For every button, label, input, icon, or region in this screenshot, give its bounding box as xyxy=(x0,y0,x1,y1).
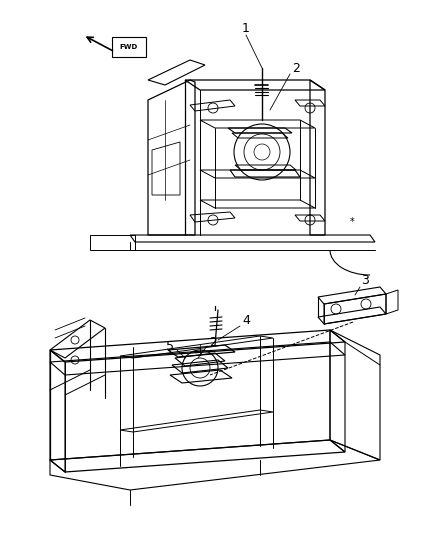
Text: 4: 4 xyxy=(242,313,250,327)
Text: 2: 2 xyxy=(209,335,217,349)
Text: 1: 1 xyxy=(242,21,250,35)
FancyBboxPatch shape xyxy=(112,37,146,57)
Text: FWD: FWD xyxy=(120,44,138,50)
Text: 2: 2 xyxy=(292,61,300,75)
Polygon shape xyxy=(152,142,180,195)
Text: 5: 5 xyxy=(166,341,174,353)
Text: *: * xyxy=(350,217,354,227)
Text: 3: 3 xyxy=(361,273,369,287)
